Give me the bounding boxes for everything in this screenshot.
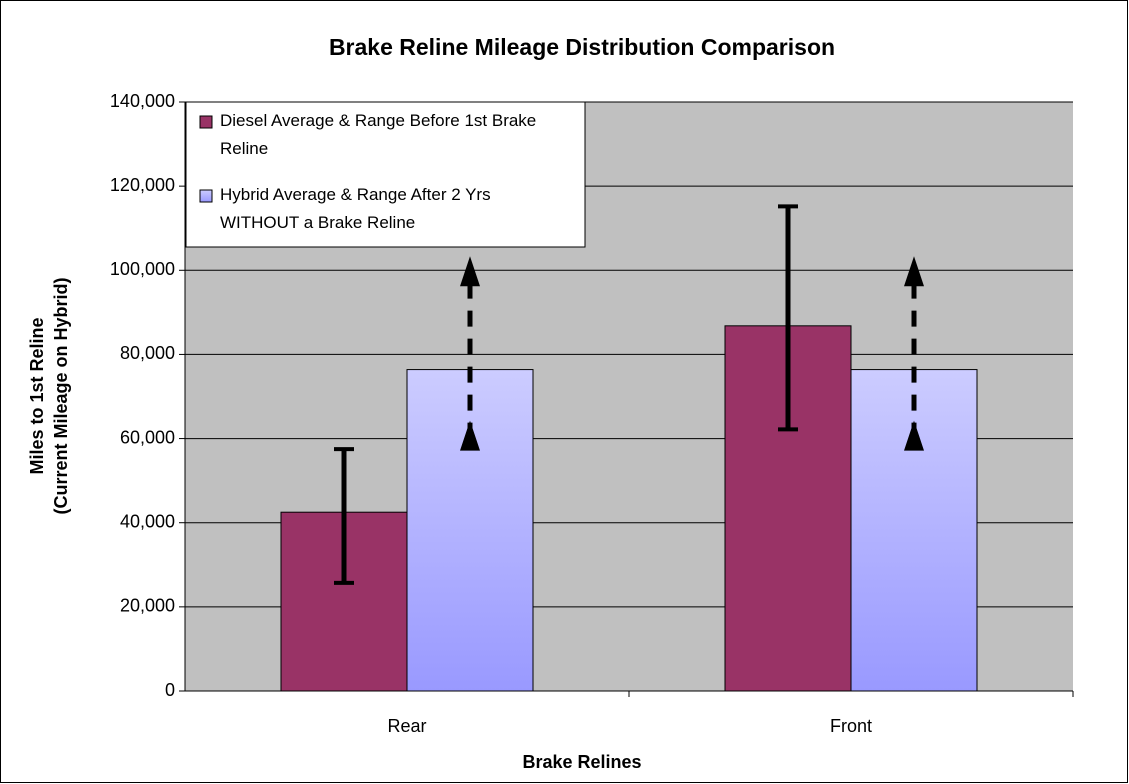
x-axis-title: Brake Relines [522,752,641,772]
arrow-head [904,420,924,451]
bar [406,369,534,692]
legend-swatch [199,115,213,129]
y-tick-label: 0 [165,680,175,700]
y-tick-label: 100,000 [110,259,175,279]
arrow-head [904,256,924,287]
legend-label: Diesel Average & Range Before 1st Brake R… [220,111,536,158]
x-tick-label: Front [830,716,872,736]
error-bar [334,447,354,585]
error-bar [778,204,798,432]
y-tick-label: 120,000 [110,175,175,195]
arrow-head [460,256,480,287]
y-tick-label: 20,000 [120,596,175,616]
y-tick-label: 40,000 [120,511,175,531]
range-arrow [460,256,480,451]
range-arrow [904,256,924,451]
legend: Diesel Average & Range Before 1st Brake R… [185,101,586,248]
y-tick-label: 80,000 [120,343,175,363]
x-tick-label: Rear [387,716,426,736]
arrow-head [460,420,480,451]
y-tick-label: 140,000 [110,91,175,111]
y-tick-label: 60,000 [120,427,175,447]
y-axis-title-line: (Current Mileage on Hybrid) [51,277,71,514]
y-axis-title: Miles to 1st Reline (Current Mileage on … [27,277,71,514]
legend-box [185,101,586,248]
legend-swatch [199,189,213,203]
bar [850,369,978,692]
legend-label: Hybrid Average & Range After 2 Yrs WITHOU… [220,185,491,232]
y-axis-title-line: Miles to 1st Reline [27,317,47,474]
chart-title: Brake Reline Mileage Distribution Compar… [329,34,835,60]
